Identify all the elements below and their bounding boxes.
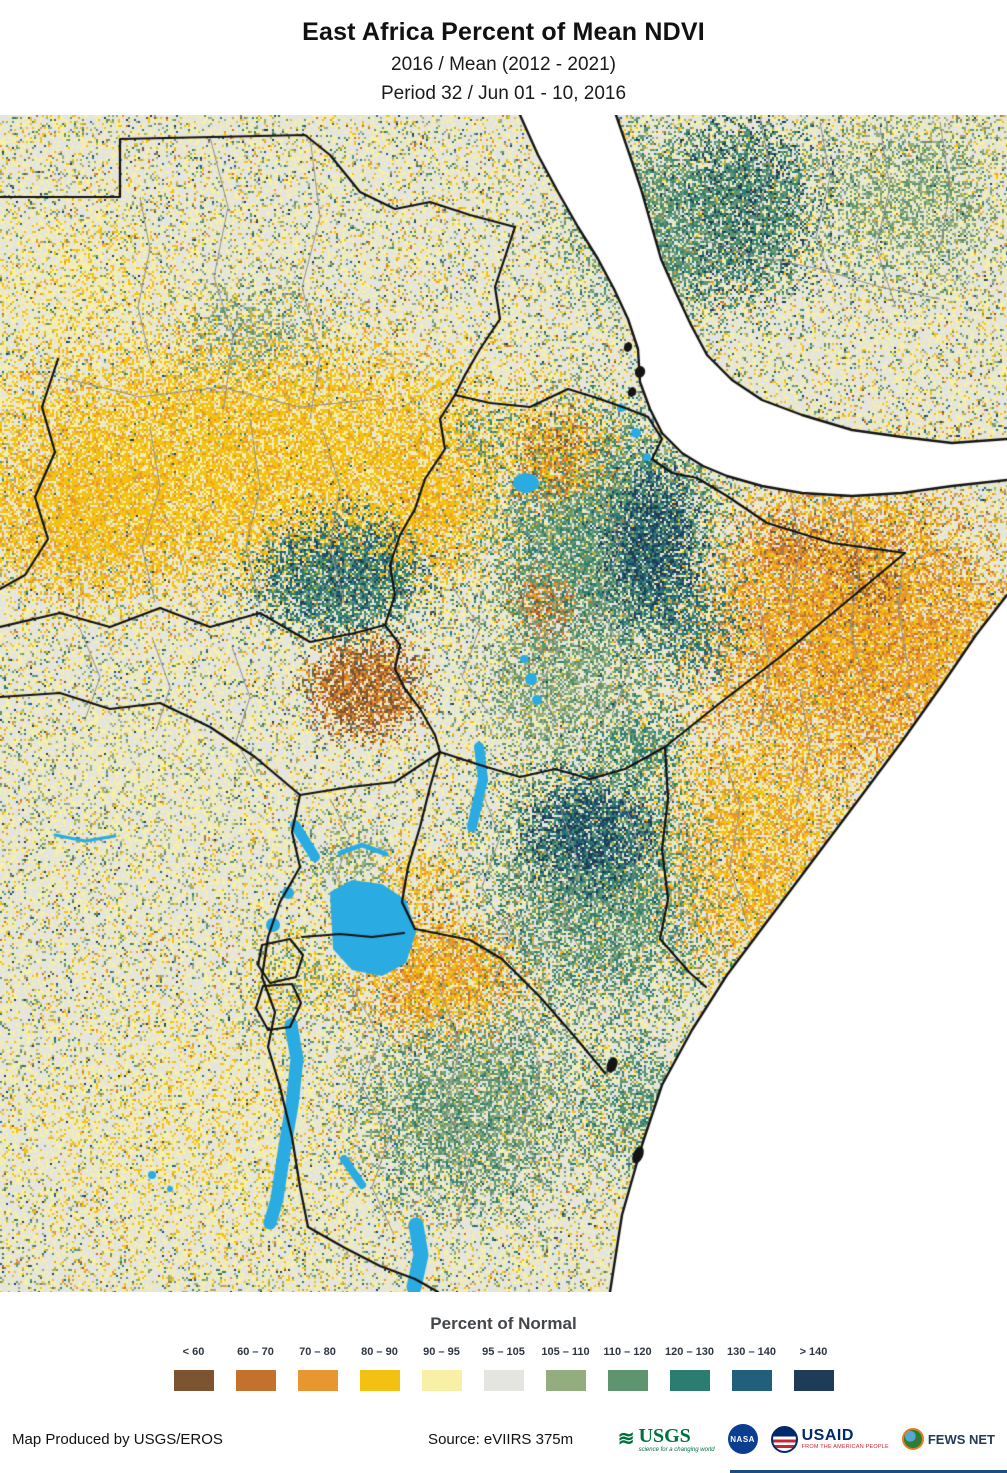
legend: Percent of Normal < 60 60 – 70 70 – 80 80 –…	[0, 1314, 1007, 1391]
legend-label: 120 – 130	[665, 1346, 714, 1358]
usaid-logo: USAID FROM THE AMERICAN PEOPLE	[770, 1425, 889, 1453]
legend-swatch	[793, 1370, 834, 1391]
legend-item: 120 – 130	[665, 1346, 714, 1391]
usgs-logo-text: USGS	[638, 1424, 691, 1447]
legend-label: 80 – 90	[361, 1346, 398, 1358]
footer-logos: ≋ USGS science for a changing world NASA…	[618, 1424, 995, 1454]
legend-label: 105 – 110	[541, 1346, 590, 1358]
globe-icon	[901, 1428, 924, 1450]
legend-swatch	[607, 1370, 648, 1391]
usaid-seal-icon	[770, 1425, 798, 1453]
legend-label: 90 – 95	[423, 1346, 460, 1358]
legend-label: 130 – 140	[727, 1346, 776, 1358]
legend-swatch	[235, 1370, 276, 1391]
map-subtitle-years: 2016 / Mean (2012 - 2021)	[391, 54, 616, 75]
fewsnet-logo: FEWS NET	[901, 1428, 995, 1450]
legend-item: 130 – 140	[727, 1346, 776, 1391]
usgs-logo: ≋ USGS science for a changing world	[618, 1426, 715, 1453]
legend-label: 70 – 80	[299, 1346, 336, 1358]
fewsnet-logo-text: FEWS NET	[927, 1431, 995, 1447]
legend-swatch	[359, 1370, 400, 1391]
legend-item: 70 – 80	[295, 1346, 341, 1391]
legend-item: 105 – 110	[541, 1346, 590, 1391]
legend-label: > 140	[799, 1346, 828, 1358]
usaid-tagline: FROM THE AMERICAN PEOPLE	[801, 1443, 889, 1450]
legend-item: < 60	[171, 1346, 217, 1391]
nasa-logo: NASA	[727, 1424, 758, 1454]
legend-label: 60 – 70	[237, 1346, 274, 1358]
map-footer: Map Produced by USGS/EROS Source: eVIIRS…	[0, 1413, 1007, 1465]
legend-swatch	[731, 1370, 772, 1391]
legend-title: Percent of Normal	[430, 1314, 577, 1333]
legend-items: < 60 60 – 70 70 – 80 80 – 90 90 – 95 95 – 105…	[0, 1346, 1007, 1391]
legend-item: 90 – 95	[419, 1346, 465, 1391]
map-header: East Africa Percent of Mean NDVI 2016 / …	[0, 0, 1007, 105]
usgs-wave-icon: ≋	[617, 1428, 635, 1450]
legend-item: > 140	[791, 1346, 837, 1391]
footer-accent-bar	[730, 1470, 1007, 1473]
legend-swatch	[421, 1370, 462, 1391]
data-source: Source: eVIIRS 375m	[428, 1430, 574, 1448]
map-title: East Africa Percent of Mean NDVI	[302, 18, 705, 46]
legend-swatch	[483, 1370, 524, 1391]
legend-item: 60 – 70	[233, 1346, 279, 1391]
legend-item: 95 – 105	[481, 1346, 527, 1391]
usaid-logo-text: USAID	[801, 1426, 854, 1444]
legend-label: 110 – 120	[603, 1346, 652, 1358]
legend-label: 95 – 105	[482, 1346, 525, 1358]
usgs-tagline: science for a changing world	[638, 1446, 715, 1453]
nasa-logo-text: NASA	[730, 1434, 755, 1444]
legend-swatch	[173, 1370, 214, 1391]
legend-item: 80 – 90	[357, 1346, 403, 1391]
legend-swatch	[669, 1370, 710, 1391]
legend-swatch	[545, 1370, 586, 1391]
producer-credit: Map Produced by USGS/EROS	[12, 1430, 223, 1448]
legend-swatch	[297, 1370, 338, 1391]
nasa-meatball-icon: NASA	[727, 1424, 758, 1454]
map-subtitle-period: Period 32 / Jun 01 - 10, 2016	[380, 83, 627, 104]
legend-label: < 60	[182, 1346, 205, 1358]
ndvi-map-image	[0, 115, 1007, 1292]
legend-item: 110 – 120	[603, 1346, 652, 1391]
